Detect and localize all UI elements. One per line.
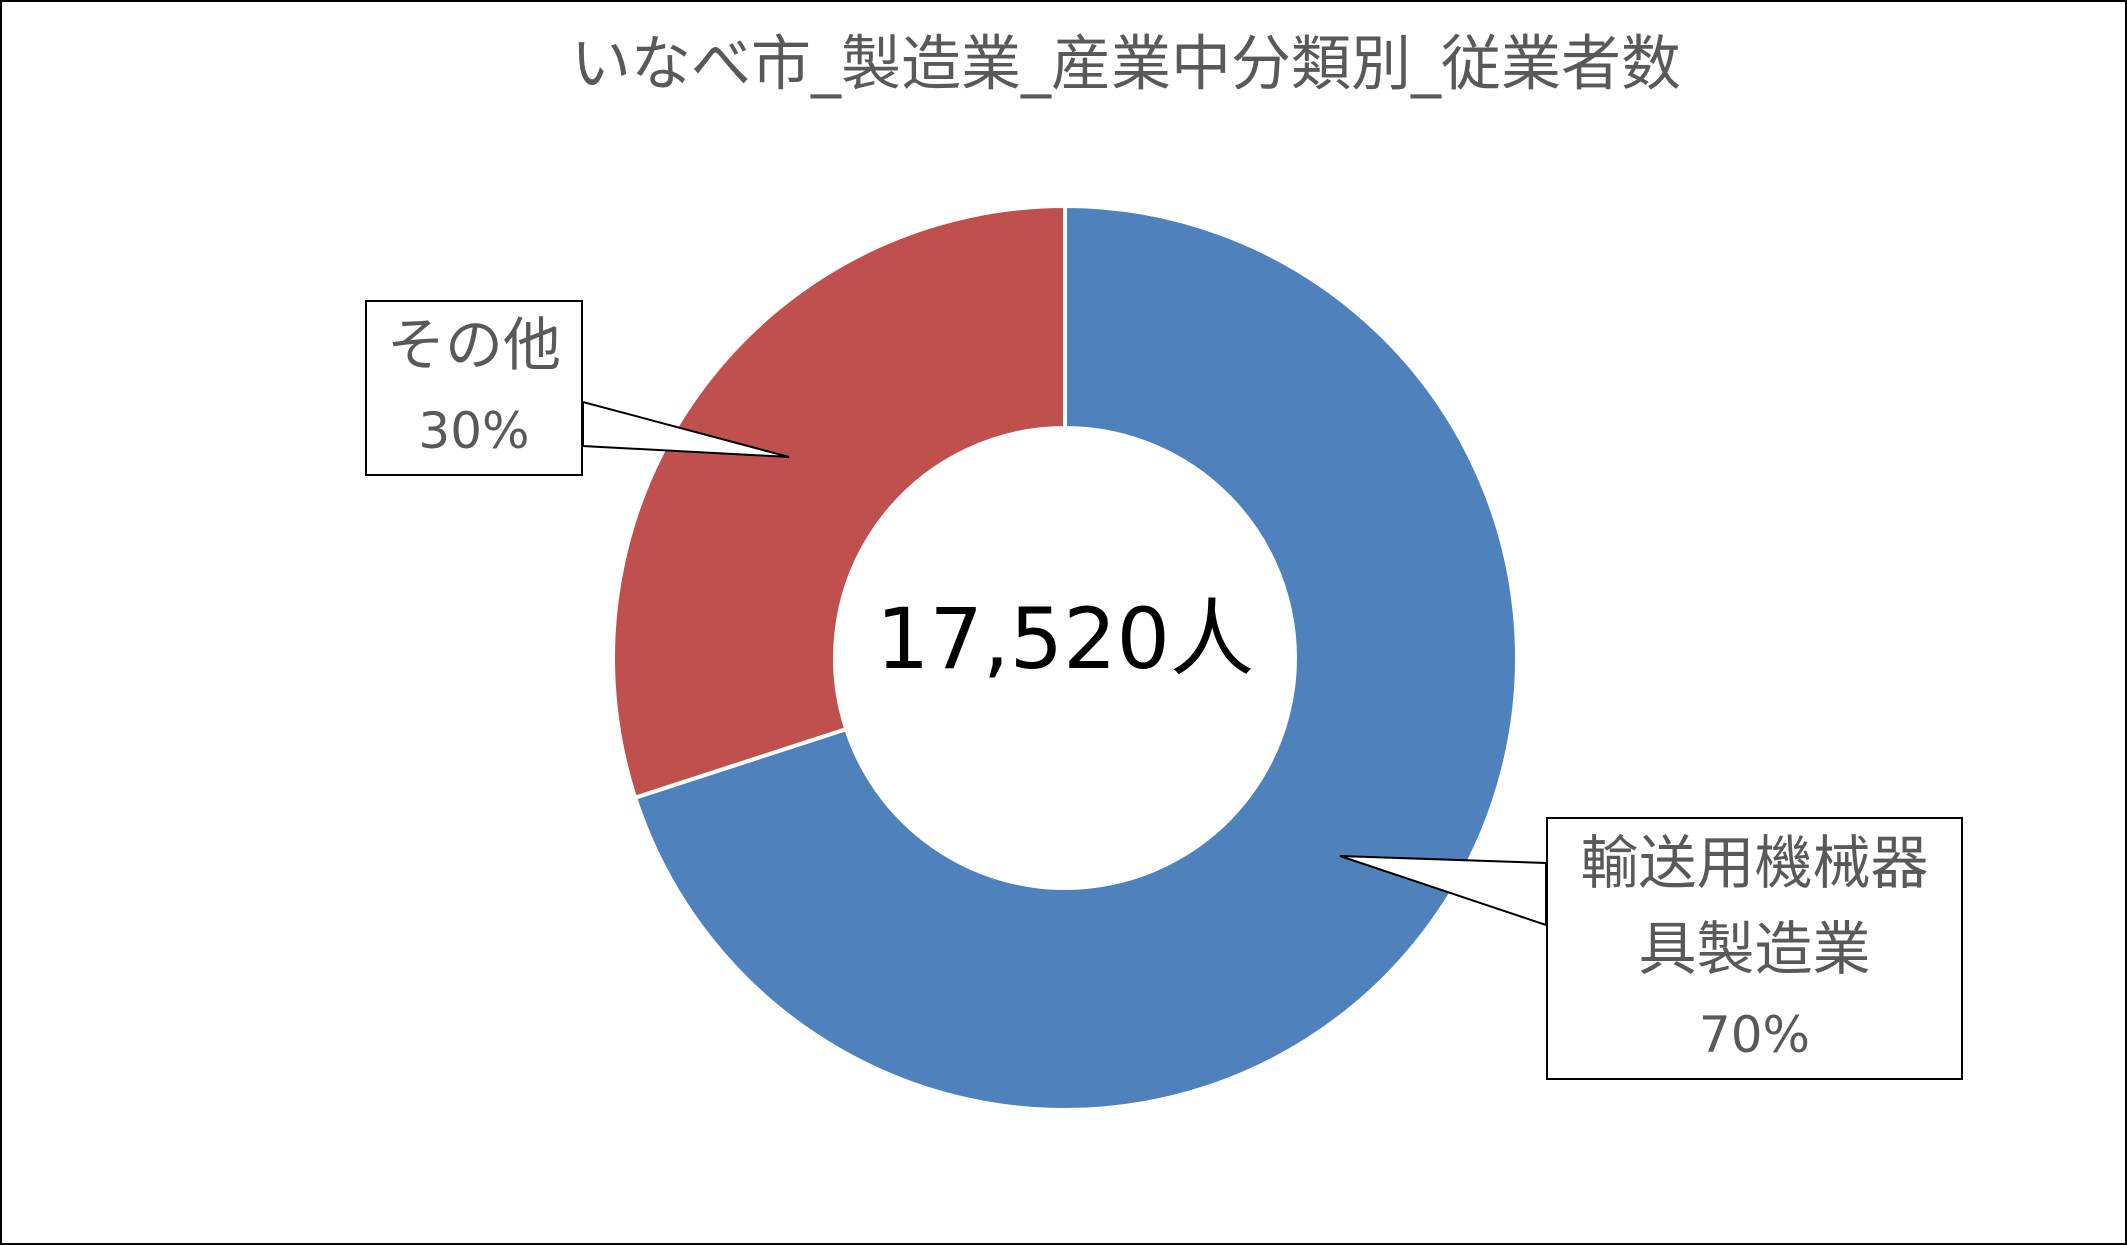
label-value: 70% — [1698, 1005, 1811, 1064]
slices — [611, 203, 1519, 1112]
data-label: その他 30% — [365, 300, 583, 476]
data-label: 輸送用機械器具製造業 70% — [1546, 817, 1963, 1080]
center-label: 17,520人 — [876, 590, 1254, 688]
label-category: 輸送用機械器具製造業 — [1580, 828, 1929, 983]
label-value: 30% — [418, 402, 530, 460]
donut-slice — [632, 203, 1519, 1112]
donut-slice — [611, 203, 1067, 801]
chart-title: いなべ市_製造業_産業中分類別_従業者数 — [571, 30, 1681, 100]
label-category: その他 — [386, 311, 561, 379]
callout-pointer — [582, 400, 790, 458]
